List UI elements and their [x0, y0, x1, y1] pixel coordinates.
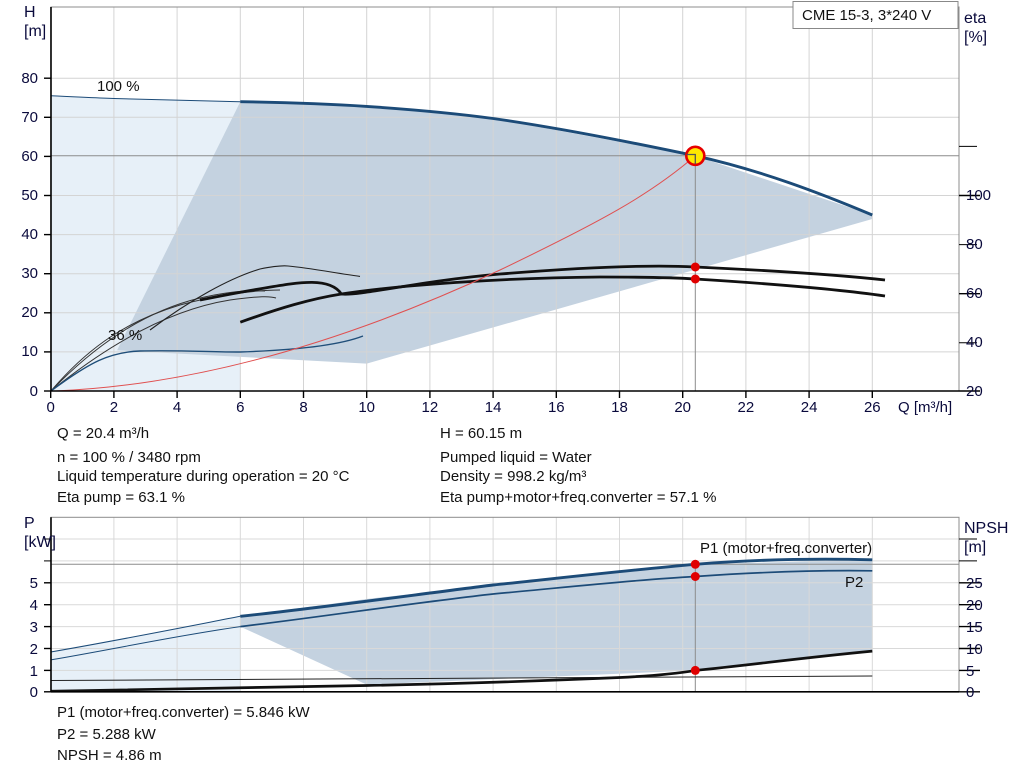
svg-text:0: 0: [30, 684, 38, 701]
svg-text:P2: P2: [845, 574, 863, 591]
svg-text:Pumped liquid = Water: Pumped liquid = Water: [440, 449, 592, 466]
svg-text:16: 16: [548, 399, 565, 416]
svg-text:Eta pump = 63.1 %: Eta pump = 63.1 %: [57, 489, 185, 506]
svg-text:2: 2: [110, 399, 118, 416]
svg-text:60: 60: [21, 148, 38, 165]
svg-text:36 %: 36 %: [108, 327, 142, 344]
svg-text:40: 40: [966, 334, 983, 351]
svg-text:50: 50: [21, 187, 38, 204]
svg-text:eta: eta: [964, 10, 986, 27]
svg-text:0: 0: [47, 399, 55, 416]
svg-text:26: 26: [864, 399, 881, 416]
svg-text:3: 3: [30, 619, 38, 636]
svg-text:Liquid temperature during oper: Liquid temperature during operation = 20…: [57, 468, 350, 485]
svg-text:20: 20: [21, 304, 38, 321]
svg-text:Q [m³/h]: Q [m³/h]: [898, 399, 952, 416]
svg-text:5: 5: [30, 575, 38, 592]
svg-text:Density = 998.2 kg/m³: Density = 998.2 kg/m³: [440, 468, 586, 485]
svg-text:P2 = 5.288 kW: P2 = 5.288 kW: [57, 726, 157, 743]
svg-text:NPSH = 4.86 m: NPSH = 4.86 m: [57, 747, 162, 764]
svg-text:8: 8: [299, 399, 307, 416]
svg-text:20: 20: [966, 597, 983, 614]
svg-text:60: 60: [966, 285, 983, 302]
svg-text:H = 60.15 m: H = 60.15 m: [440, 425, 522, 442]
svg-text:10: 10: [358, 399, 375, 416]
svg-text:[m]: [m]: [24, 23, 46, 40]
svg-text:1: 1: [30, 663, 38, 680]
svg-text:100 %: 100 %: [97, 78, 140, 95]
svg-text:[%]: [%]: [964, 29, 987, 46]
svg-text:0: 0: [966, 684, 974, 701]
svg-text:P: P: [24, 515, 35, 532]
svg-text:P1 (motor+freq.converter) = 5.: P1 (motor+freq.converter) = 5.846 kW: [57, 704, 310, 721]
svg-text:20: 20: [674, 399, 691, 416]
svg-text:6: 6: [236, 399, 244, 416]
svg-text:10: 10: [966, 641, 983, 658]
svg-text:P1 (motor+freq.converter): P1 (motor+freq.converter): [700, 540, 872, 557]
svg-text:25: 25: [966, 575, 983, 592]
svg-text:0: 0: [30, 383, 38, 400]
svg-text:20: 20: [966, 383, 983, 400]
svg-text:24: 24: [801, 399, 818, 416]
svg-text:12: 12: [422, 399, 439, 416]
svg-text:70: 70: [21, 109, 38, 126]
svg-text:10: 10: [21, 343, 38, 360]
svg-text:40: 40: [21, 226, 38, 243]
svg-text:2: 2: [30, 641, 38, 658]
svg-text:4: 4: [30, 597, 38, 614]
svg-text:80: 80: [966, 236, 983, 253]
svg-text:Q = 20.4 m³/h: Q = 20.4 m³/h: [57, 425, 149, 442]
svg-text:30: 30: [21, 265, 38, 282]
svg-text:CME 15-3, 3*240 V: CME 15-3, 3*240 V: [802, 7, 931, 24]
svg-text:15: 15: [966, 619, 983, 636]
svg-text:18: 18: [611, 399, 628, 416]
svg-text:n = 100 % / 3480 rpm: n = 100 % / 3480 rpm: [57, 449, 201, 466]
svg-text:[m]: [m]: [964, 539, 986, 556]
svg-text:5: 5: [966, 663, 974, 680]
svg-text:4: 4: [173, 399, 181, 416]
svg-text:H: H: [24, 4, 36, 21]
svg-text:[kW]: [kW]: [24, 534, 56, 551]
svg-text:NPSH: NPSH: [964, 520, 1008, 537]
svg-text:14: 14: [485, 399, 502, 416]
svg-text:22: 22: [738, 399, 755, 416]
svg-text:Eta pump+motor+freq.converter: Eta pump+motor+freq.converter = 57.1 %: [440, 489, 716, 506]
svg-text:80: 80: [21, 70, 38, 87]
svg-text:100: 100: [966, 187, 991, 204]
